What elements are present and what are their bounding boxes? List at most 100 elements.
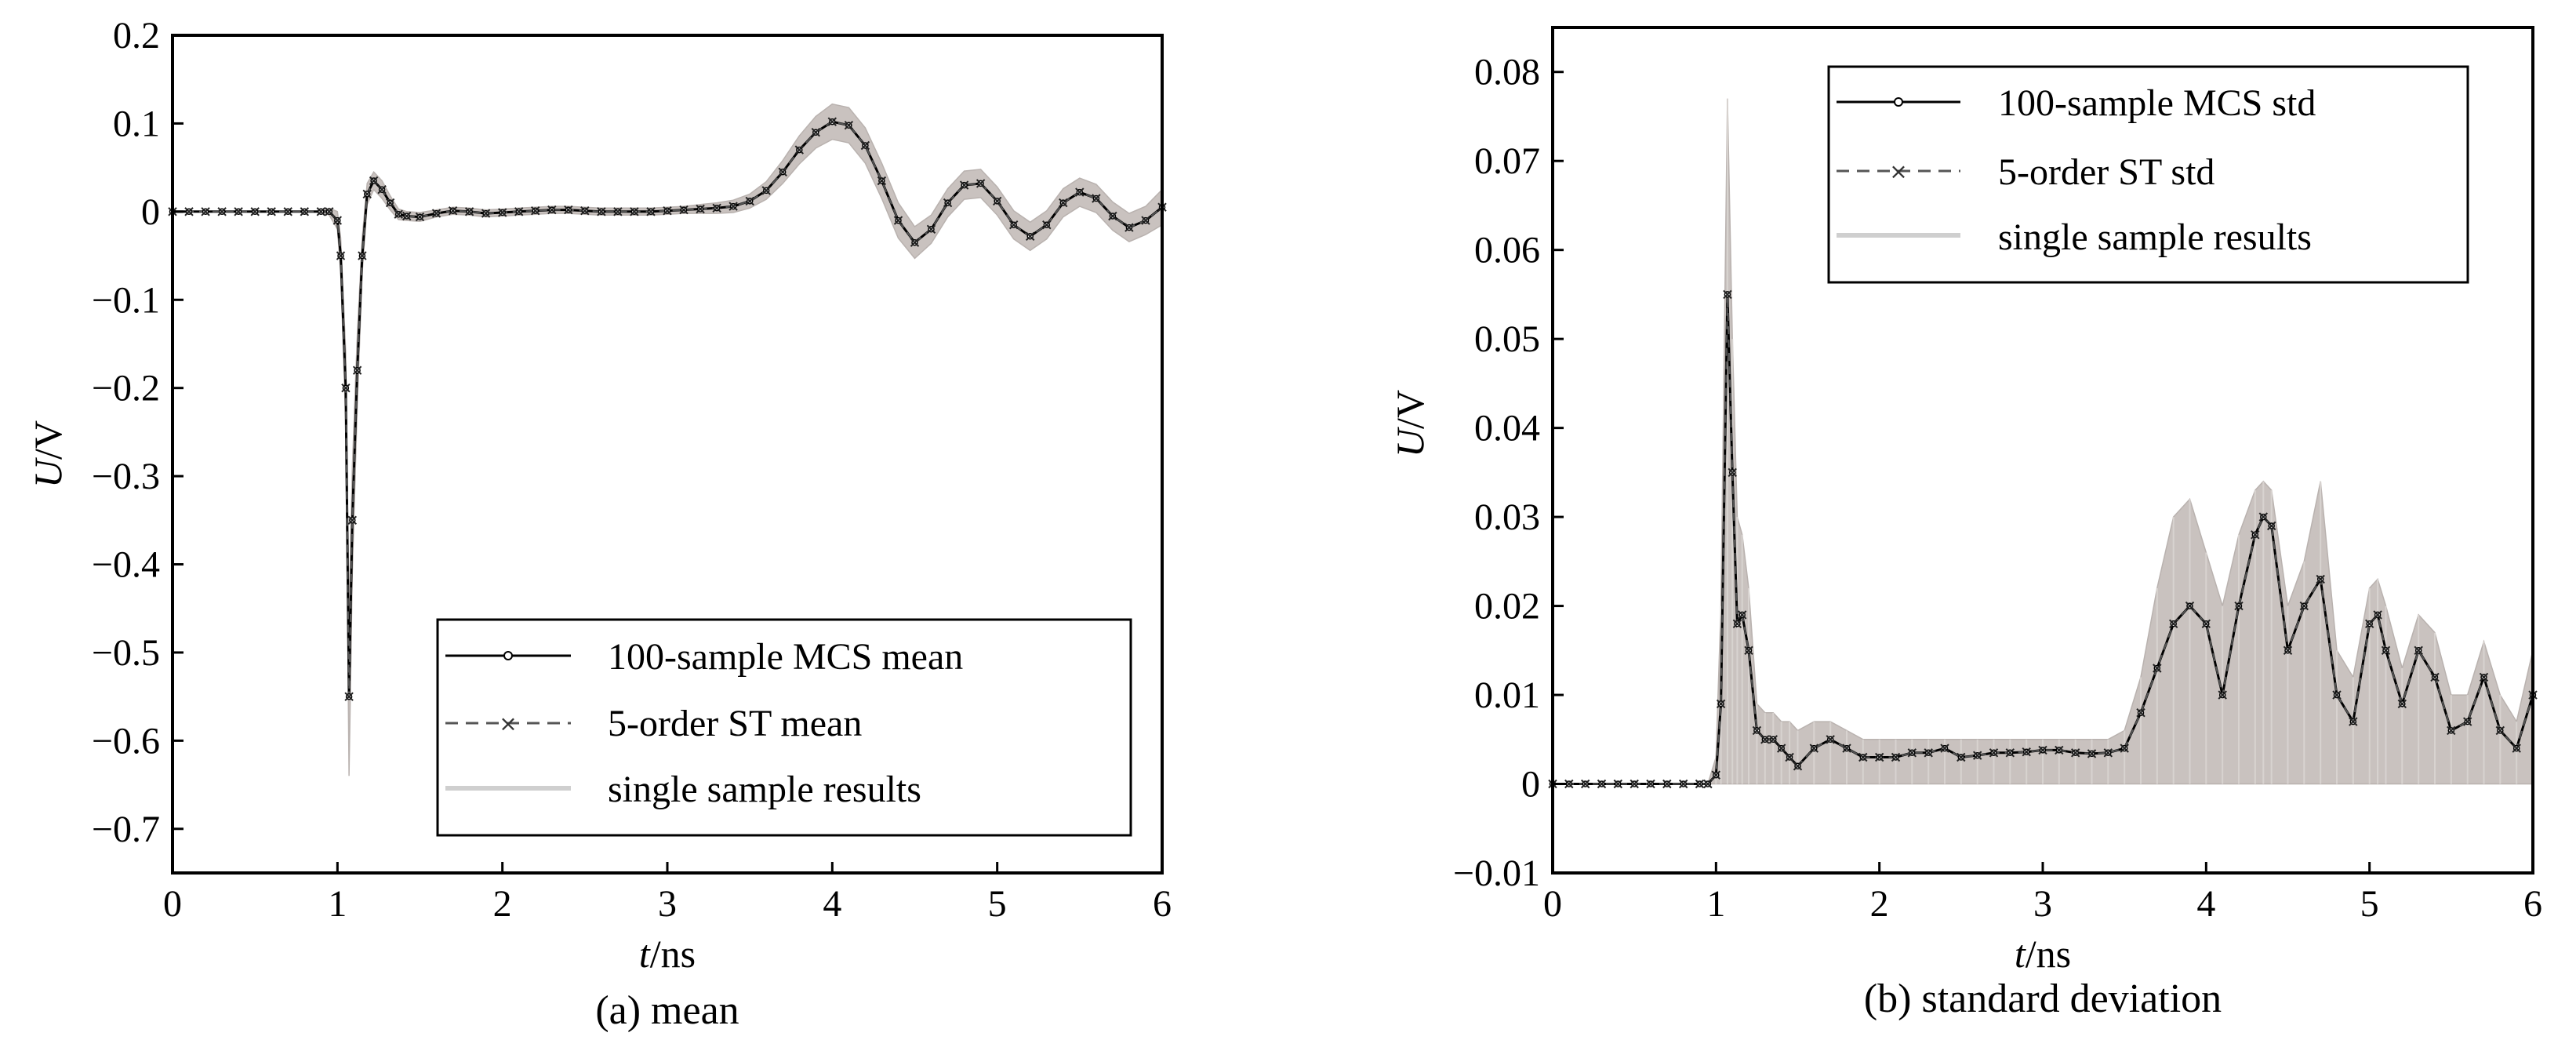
panel-a-st-point — [646, 207, 656, 216]
panel-b-st-point — [2103, 748, 2113, 758]
panel-a-y-ticks: −0.7 −0.6 −0.5 −0.4 −0.3 −0.2 −0.1 0 0.1 0.2 — [92, 15, 183, 850]
panel-b-st-point — [1597, 779, 1607, 789]
panel-a-st-point — [1108, 211, 1117, 221]
panel-b-st-point — [1826, 735, 1835, 744]
panel-b-st-point — [1809, 744, 1819, 753]
panel-b-st-point — [1957, 752, 1966, 762]
panel-b-ytick-label: 0.01 — [1474, 675, 1540, 716]
panel-b-ytick-label: 0.04 — [1474, 408, 1540, 449]
panel-b-st-point — [1785, 752, 1794, 762]
panel-b-st-point — [2258, 512, 2269, 522]
panel-a-ytick-label: −0.5 — [92, 632, 160, 674]
panel-a-st-point — [778, 167, 787, 177]
panel-a-st-point — [893, 216, 903, 225]
panel-b-st-point — [1874, 752, 1884, 762]
panel-a-st-point — [1008, 220, 1019, 230]
panel-a-st-point — [679, 205, 689, 215]
panel-a-legend-label-band: single sample results — [608, 769, 921, 810]
panel-b-st-point — [2266, 521, 2276, 531]
panel-b-st-point — [2087, 749, 2097, 758]
panel-b-ytick-label: 0.02 — [1474, 586, 1540, 627]
panel-b-st-point — [2381, 645, 2391, 656]
panel-a-st-point — [341, 383, 351, 393]
panel-b-st-point — [1744, 645, 1753, 656]
panel-a-st-point — [860, 140, 870, 151]
panel-a-st-line — [173, 121, 1163, 697]
panel-b-st-point — [2495, 725, 2505, 736]
panel-a-st-point — [332, 216, 343, 225]
panel-b-st-point — [2462, 717, 2472, 726]
panel-a-st-point — [580, 205, 590, 216]
panel-b-legend: 100-sample MCS std × 5-order ST std sing… — [1827, 65, 2469, 284]
panel-a-st-point — [325, 207, 334, 216]
panel-a-ylabel: U/V — [26, 420, 70, 488]
panel-b-legend-marker-st: × — [1889, 158, 1907, 184]
panel-b-st-point — [1703, 779, 1713, 789]
panel-b-st-point — [2332, 690, 2342, 700]
panel-b-st-point — [1776, 744, 1786, 753]
panel-a-st-point — [283, 207, 292, 216]
panel-a-x-ticks: 0 1 2 3 4 5 6 — [163, 862, 1172, 925]
panel-a-st-point — [481, 209, 491, 218]
panel-b-st-point — [1613, 779, 1623, 789]
panel-a-st-point — [352, 365, 362, 375]
panel-b-ytick-label: −0.01 — [1453, 853, 1540, 894]
panel-b-st-point — [2022, 747, 2031, 757]
panel-b-st-point — [1716, 699, 1726, 709]
panel-b-ylabel: U/V — [1388, 390, 1432, 457]
panel-a-st-point — [844, 120, 854, 130]
panel-a-ytick-label: −0.6 — [92, 720, 160, 762]
panel-b-legend-label-st: 5-order ST std — [1998, 151, 2214, 193]
panel-b-st-point — [2283, 645, 2293, 656]
panel-b-st-point — [2316, 574, 2325, 584]
panel-a-st-point — [362, 189, 372, 199]
panel-a-st-point — [464, 207, 474, 216]
panel-a-st-point — [514, 207, 524, 216]
panel-b-st-point — [1752, 725, 1762, 736]
panel-b-st-point — [2120, 744, 2129, 753]
panel-a-ytick-label: −0.7 — [92, 809, 160, 850]
panel-b-st-point — [1564, 779, 1574, 789]
panel-a-st-point — [712, 203, 721, 213]
panel-b-st-point — [1940, 744, 1949, 753]
panel-a-st-point — [358, 251, 367, 260]
panel-a-legend-label-mcs: 100-sample MCS mean — [608, 636, 963, 678]
panel-b-legend-label-mcs: 100-sample MCS std — [1998, 82, 2316, 124]
panel-a-st-point — [761, 186, 771, 195]
panel-b-st-point — [1842, 744, 1851, 753]
panel-a-legend-marker-st: × — [499, 711, 517, 736]
panel-a-st-point — [431, 209, 441, 218]
panel-a-xtick-label: 0 — [163, 883, 182, 925]
panel-b-st-point — [1737, 610, 1747, 620]
panel-a-st-point — [992, 196, 1002, 206]
panel-a-st-point — [385, 198, 395, 208]
panel-b-st-point — [1760, 735, 1770, 744]
panel-a-st-point — [250, 207, 260, 216]
panel-a-st-point — [910, 238, 920, 247]
panel-b-xtick-label: 0 — [1543, 883, 1562, 925]
panel-b-st-point — [1907, 748, 1917, 758]
panel-b-st-point — [2349, 717, 2358, 726]
panel-a-xlabel: t/ns — [639, 932, 696, 976]
panel-b-st-point — [1723, 289, 1732, 300]
panel-a-st-point — [597, 207, 606, 216]
panel-b-xtick-label: 6 — [2523, 883, 2542, 925]
panel-a-st-point — [1125, 223, 1134, 232]
panel-b-st-point — [2251, 530, 2260, 540]
panel-a-st-point — [696, 204, 705, 214]
panel-b-legend-marker-mcs — [1894, 97, 1903, 107]
panel-b-st-point — [2234, 601, 2244, 611]
panel-b-st-point — [2299, 601, 2309, 611]
panel-b-st-point — [1768, 735, 1778, 744]
panel-b-st-point — [2373, 610, 2382, 620]
panel-b-xlabel: t/ns — [2015, 932, 2071, 976]
panel-a-legend-box — [436, 618, 1132, 837]
panel-b-xtick-label: 5 — [2360, 883, 2379, 925]
panel-b-st-point — [2364, 619, 2374, 629]
panel-b-st-point — [2201, 619, 2211, 629]
panel-a-st-point — [564, 205, 573, 215]
panel-a-xtick-label: 2 — [493, 883, 512, 925]
panel-a-st-point — [613, 207, 623, 216]
panel-b-xtick-label: 2 — [1870, 883, 1889, 925]
